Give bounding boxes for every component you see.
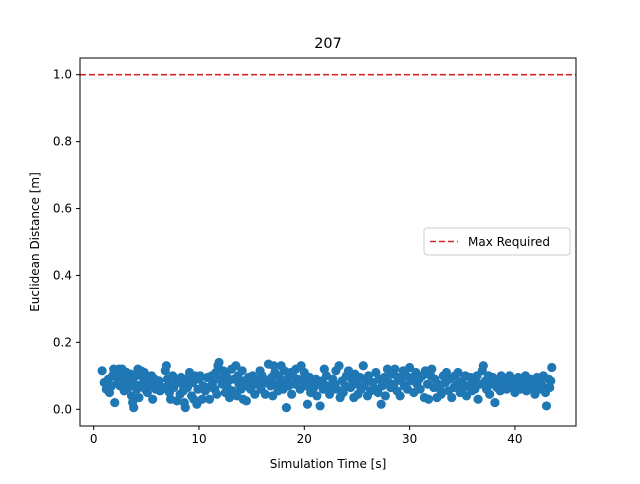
data-point (214, 357, 224, 368)
data-point (453, 367, 463, 378)
data-point (237, 366, 247, 376)
data-point (415, 384, 425, 394)
data-point (363, 371, 374, 381)
chart-title: 207 (314, 36, 341, 52)
y-tick-label: 1.0 (53, 68, 72, 82)
data-point (395, 391, 405, 401)
data-point (204, 394, 215, 404)
data-point (485, 389, 495, 399)
data-point (231, 361, 241, 371)
data-point (380, 391, 390, 401)
legend-label: Max Required (468, 235, 550, 249)
data-point (390, 364, 400, 374)
data-point (161, 361, 171, 371)
data-point (134, 392, 144, 403)
data-point (473, 394, 483, 404)
data-point (358, 361, 368, 371)
data-point (334, 361, 344, 371)
legend: Max Required (423, 227, 571, 256)
data-point (373, 387, 383, 398)
x-tick-label: 20 (297, 432, 312, 446)
y-tick-label: 0.0 (53, 402, 72, 416)
y-tick-label: 0.2 (53, 335, 72, 349)
data-point (129, 403, 139, 413)
data-point (547, 362, 557, 373)
y-tick-label: 0.6 (53, 202, 72, 216)
data-point (195, 371, 205, 381)
y-axis-label: Euclidean Distance [m] (28, 172, 42, 312)
x-axis-label: Simulation Time [s] (270, 457, 387, 471)
data-point (241, 396, 251, 406)
data-points (97, 357, 557, 413)
data-point (212, 389, 222, 399)
axes: 0 10 20 30 40 0.0 0.2 0.4 0.6 0.8 1.0 (53, 57, 577, 446)
data-point (546, 376, 556, 386)
data-point (281, 403, 292, 413)
x-tick-label: 0 (90, 432, 98, 446)
data-point (490, 397, 500, 408)
data-point (197, 394, 207, 404)
data-point (180, 403, 190, 413)
data-point (541, 401, 552, 411)
data-point (302, 399, 313, 409)
data-point (423, 394, 434, 404)
data-point (312, 391, 322, 401)
data-point (154, 376, 164, 386)
data-point (376, 399, 386, 409)
axes-frame (79, 57, 577, 427)
data-point (148, 394, 158, 404)
x-tick-label: 30 (402, 432, 417, 446)
data-point (97, 366, 107, 376)
data-point (447, 392, 457, 403)
legend-box (423, 227, 571, 256)
data-point (260, 389, 270, 399)
data-point (250, 389, 260, 399)
data-point (315, 401, 325, 411)
data-point (110, 397, 120, 408)
data-point (436, 389, 446, 399)
y-tick-label: 0.8 (53, 135, 72, 149)
y-tick-label: 0.4 (53, 268, 72, 282)
data-point (405, 362, 415, 373)
data-point (287, 389, 297, 399)
data-point (478, 361, 488, 371)
data-point (106, 381, 117, 391)
data-point (427, 364, 437, 374)
x-tick-label: 40 (507, 432, 522, 446)
x-tick-label: 10 (191, 432, 206, 446)
